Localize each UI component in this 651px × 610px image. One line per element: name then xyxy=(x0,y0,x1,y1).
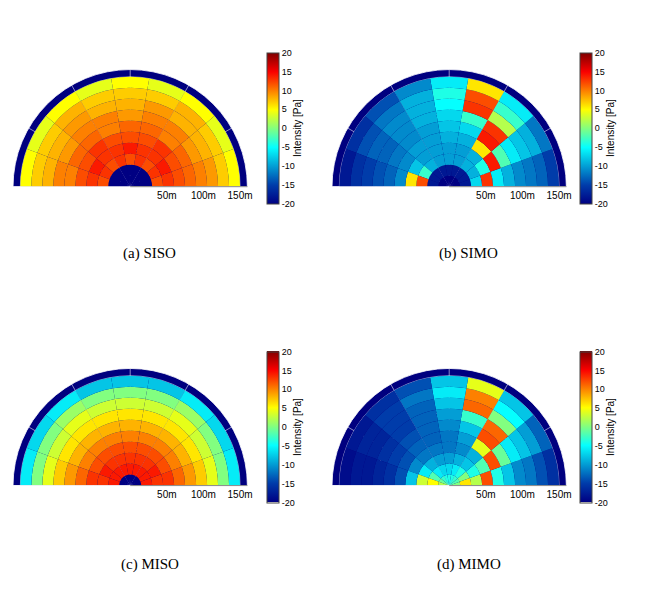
svg-text:150m: 150m xyxy=(228,489,253,500)
svg-text:0: 0 xyxy=(282,422,287,432)
svg-text:100m: 100m xyxy=(510,190,535,201)
svg-text:-20: -20 xyxy=(595,199,608,209)
svg-text:0: 0 xyxy=(595,123,600,133)
svg-text:0: 0 xyxy=(595,422,600,432)
svg-text:-10: -10 xyxy=(595,460,608,470)
svg-text:-20: -20 xyxy=(595,498,608,508)
svg-text:-15: -15 xyxy=(282,180,295,190)
svg-text:Intensity [Pa]: Intensity [Pa] xyxy=(292,398,303,456)
svg-text:5: 5 xyxy=(282,403,287,413)
svg-text:5: 5 xyxy=(282,104,287,114)
svg-text:Intensity [Pa]: Intensity [Pa] xyxy=(605,398,616,456)
svg-text:(b) SIMO: (b) SIMO xyxy=(439,245,498,262)
svg-text:150m: 150m xyxy=(547,190,572,201)
svg-text:-5: -5 xyxy=(595,441,603,451)
svg-text:50m: 50m xyxy=(476,190,495,201)
svg-text:50m: 50m xyxy=(476,489,495,500)
svg-text:(d) MIMO: (d) MIMO xyxy=(437,556,501,573)
svg-text:-15: -15 xyxy=(595,180,608,190)
svg-text:5: 5 xyxy=(595,403,600,413)
svg-text:15: 15 xyxy=(595,366,605,376)
svg-text:100m: 100m xyxy=(191,489,216,500)
svg-text:-20: -20 xyxy=(282,199,295,209)
svg-text:-5: -5 xyxy=(595,142,603,152)
svg-text:(a) SISO: (a) SISO xyxy=(123,245,176,262)
svg-text:20: 20 xyxy=(595,347,605,357)
svg-text:-5: -5 xyxy=(282,441,290,451)
svg-text:-10: -10 xyxy=(595,161,608,171)
svg-text:0: 0 xyxy=(282,123,287,133)
svg-text:-10: -10 xyxy=(282,161,295,171)
svg-text:(c) MISO: (c) MISO xyxy=(121,556,179,573)
svg-text:Intensity [Pa]: Intensity [Pa] xyxy=(605,99,616,157)
svg-text:50m: 50m xyxy=(157,489,176,500)
svg-text:150m: 150m xyxy=(228,190,253,201)
svg-text:100m: 100m xyxy=(191,190,216,201)
svg-text:15: 15 xyxy=(282,366,292,376)
svg-text:150m: 150m xyxy=(547,489,572,500)
svg-text:10: 10 xyxy=(595,86,605,96)
svg-text:50m: 50m xyxy=(157,190,176,201)
svg-text:10: 10 xyxy=(595,384,605,394)
svg-text:-20: -20 xyxy=(282,498,295,508)
svg-text:10: 10 xyxy=(282,384,292,394)
svg-text:-10: -10 xyxy=(282,460,295,470)
svg-text:100m: 100m xyxy=(510,489,535,500)
svg-text:15: 15 xyxy=(595,67,605,77)
svg-text:15: 15 xyxy=(282,67,292,77)
svg-text:-15: -15 xyxy=(282,479,295,489)
svg-text:5: 5 xyxy=(595,104,600,114)
svg-text:-5: -5 xyxy=(282,142,290,152)
svg-text:20: 20 xyxy=(282,48,292,58)
svg-text:20: 20 xyxy=(595,48,605,58)
svg-text:-15: -15 xyxy=(595,479,608,489)
svg-text:20: 20 xyxy=(282,347,292,357)
svg-text:10: 10 xyxy=(282,86,292,96)
svg-text:Intensity [Pa]: Intensity [Pa] xyxy=(292,99,303,157)
